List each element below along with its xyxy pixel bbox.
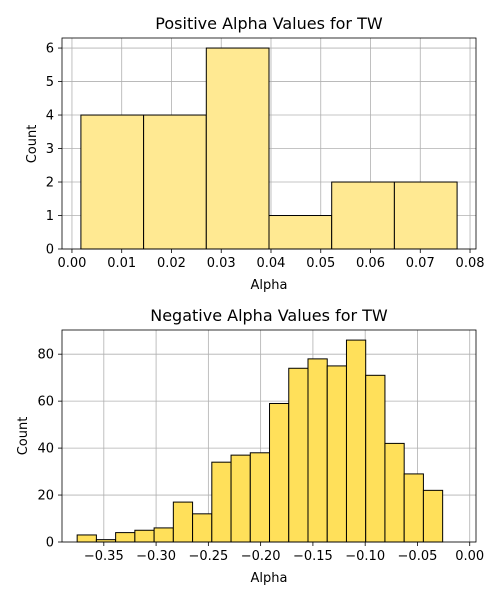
x-tick-label: −0.05 <box>398 549 438 564</box>
ticks: 0.00 0.01 0.02 0.03 0.04 0.05 0.06 0.07 0.08 0 1 2 3… <box>46 42 485 271</box>
bars <box>80 47 458 250</box>
histogram-bar <box>143 114 207 250</box>
y-tick-label: 4 <box>46 109 54 124</box>
y-tick-label: 3 <box>46 142 54 157</box>
x-tick-label: 0.04 <box>257 256 286 271</box>
y-axis-label: Count <box>25 125 40 164</box>
histogram-bar <box>268 215 333 250</box>
chart-title: Negative Alpha Values for TW <box>150 306 388 325</box>
axes-frame <box>61 37 477 250</box>
histogram-bar <box>172 501 194 543</box>
histogram-bar <box>134 529 155 543</box>
x-tick-label: 0.03 <box>207 256 236 271</box>
positive-alpha-chart: Positive Alpha Values for TW Alpha Count… <box>25 14 485 293</box>
x-tick-label: 0.02 <box>157 256 186 271</box>
histogram-bar <box>115 532 136 543</box>
negative-alpha-chart: Negative Alpha Values for TW Alpha Count… <box>16 306 484 586</box>
x-tick-label: −0.25 <box>188 549 228 564</box>
x-tick-label: 0.05 <box>306 256 335 271</box>
y-tick-label: 20 <box>37 489 54 504</box>
histogram-bar <box>192 513 213 543</box>
histogram-bar <box>76 534 97 543</box>
y-tick-label: 0 <box>46 536 54 551</box>
y-tick-label: 40 <box>37 442 54 457</box>
y-tick-label: 2 <box>46 176 54 191</box>
y-tick-label: 5 <box>46 75 54 90</box>
x-axis-label: Alpha <box>251 571 288 586</box>
y-tick-label: 1 <box>46 209 54 224</box>
x-tick-label: 0.07 <box>406 256 435 271</box>
histogram-bar <box>269 402 290 543</box>
x-axis-label: Alpha <box>251 278 288 293</box>
x-tick-label: −0.15 <box>293 549 333 564</box>
histogram-bar <box>422 489 444 543</box>
histogram-bar <box>326 365 347 543</box>
y-tick-label: 0 <box>46 243 54 258</box>
histogram-bar <box>384 442 405 543</box>
histogram-bar <box>365 374 386 543</box>
x-tick-label: 0.00 <box>455 549 484 564</box>
x-tick-label: 0.01 <box>107 256 136 271</box>
histogram-bar <box>288 367 309 543</box>
histogram-bar <box>230 454 251 543</box>
y-tick-label: 6 <box>46 42 54 57</box>
histogram-bar <box>345 339 367 543</box>
bars <box>76 339 444 543</box>
histogram-bar <box>331 181 395 250</box>
x-tick-label: −0.10 <box>345 549 385 564</box>
histogram-bar <box>211 461 232 543</box>
histogram-bar <box>307 358 328 543</box>
x-tick-label: 0.00 <box>57 256 86 271</box>
x-tick-label: −0.20 <box>241 549 281 564</box>
histogram-bar <box>249 452 271 543</box>
x-tick-label: −0.35 <box>84 549 124 564</box>
histogram-bar <box>205 47 270 250</box>
x-tick-label: −0.30 <box>136 549 176 564</box>
y-tick-label: 80 <box>37 348 54 363</box>
histogram-bar <box>403 473 424 543</box>
y-axis-label: Count <box>16 417 31 456</box>
x-tick-label: 0.08 <box>456 256 485 271</box>
y-tick-label: 60 <box>37 395 54 410</box>
chart-title: Positive Alpha Values for TW <box>155 14 383 33</box>
histogram-bar <box>80 114 145 250</box>
histogram-bar <box>393 181 458 250</box>
histogram-bar <box>153 527 174 543</box>
axes-frame <box>61 329 477 543</box>
x-tick-label: 0.06 <box>356 256 385 271</box>
ticks: −0.35 −0.30 −0.25 −0.20 −0.15 −0.10 −0.05 0.00 0… <box>37 348 484 564</box>
